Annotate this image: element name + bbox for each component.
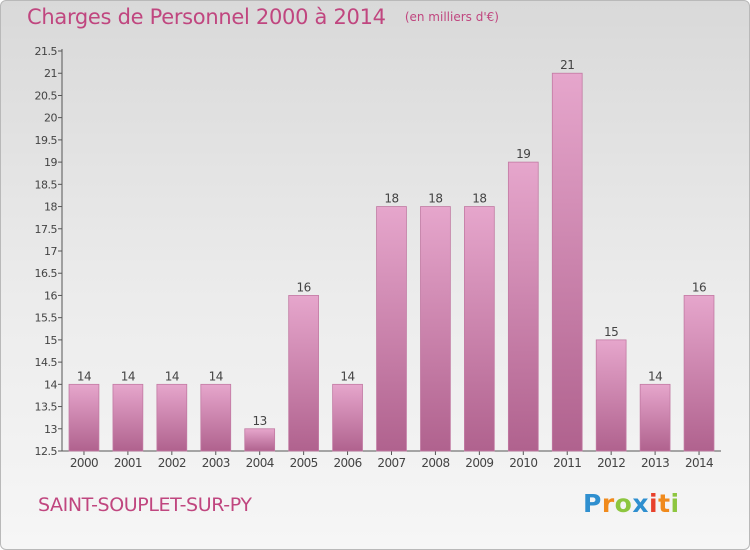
- proxiti-logo[interactable]: Proxiti: [583, 489, 680, 518]
- town-name: SAINT-SOUPLET-SUR-PY: [38, 494, 252, 516]
- x-tick-label: 2007: [377, 456, 405, 470]
- data-label: 16: [296, 280, 310, 294]
- data-label: 19: [516, 147, 530, 161]
- data-label: 14: [648, 369, 662, 383]
- x-tick-label: 2000: [70, 456, 98, 470]
- data-label: 21: [560, 58, 574, 72]
- y-tick-label: 18: [44, 201, 57, 214]
- bar-2008: [420, 206, 451, 452]
- bar-2014: [683, 295, 715, 452]
- data-label: 18: [384, 192, 398, 206]
- x-tick-label: 2012: [597, 456, 625, 470]
- bar-2006: [332, 383, 363, 452]
- x-tick-label: 2011: [553, 456, 581, 470]
- x-axis: 2000 2001 2002 2003 2004 2005 2006 2007 2008 2009…: [62, 450, 721, 470]
- data-label: 18: [472, 192, 486, 206]
- y-tick-label: 17: [44, 245, 57, 258]
- data-label: 16: [692, 280, 706, 294]
- x-tick-label: 2004: [246, 456, 274, 470]
- x-tick-label: 2013: [641, 456, 669, 470]
- bar-2005: [288, 295, 319, 452]
- bar-2012: [595, 339, 627, 452]
- y-tick-label: 21.5: [35, 45, 58, 58]
- data-label: 14: [165, 369, 179, 383]
- x-tick-label: 2009: [465, 456, 493, 470]
- x-tick-label: 2001: [114, 456, 142, 470]
- bar-2007: [376, 206, 407, 452]
- data-label: 14: [77, 369, 91, 383]
- bar-2010: [507, 161, 539, 452]
- y-tick-label: 16.5: [35, 267, 58, 280]
- y-tick-label: 14: [44, 378, 57, 391]
- bar-2013: [639, 383, 671, 452]
- y-tick-label: 13.5: [35, 401, 58, 414]
- logo-letter: i: [670, 489, 680, 518]
- y-tick-label: 20.5: [35, 89, 58, 102]
- y-axis: 12.5 13 13.5 14 14.5 15 15.5 16 16.5 17 17.5 18 18.5…: [35, 45, 63, 458]
- y-tick-label: 12.5: [35, 445, 58, 458]
- data-label: 14: [209, 369, 223, 383]
- x-tick-label: 2010: [509, 456, 537, 470]
- chart-subtitle: (en milliers d'€): [404, 10, 499, 24]
- y-tick-label: 19.5: [35, 134, 58, 147]
- x-tick-label: 2006: [333, 456, 361, 470]
- chart-title: Charges de Personnel 2000 à 2014: [27, 5, 386, 29]
- bar-2000: [68, 383, 100, 452]
- title-row: Charges de Personnel 2000 à 2014 (en mil…: [27, 5, 499, 29]
- bar-2003: [200, 383, 232, 452]
- logo-letter: t: [658, 489, 671, 518]
- data-label: 14: [340, 369, 354, 383]
- x-tick-label: 2002: [158, 456, 186, 470]
- logo-letter: i: [649, 489, 659, 518]
- bar-2002: [156, 383, 188, 452]
- logo-letter: o: [614, 489, 633, 518]
- y-tick-label: 14.5: [35, 356, 58, 369]
- y-tick-label: 13: [44, 423, 57, 436]
- bars-group: 14 14 14 14 13 16 14 18 18 18 19 21 15 14 16: [68, 58, 715, 452]
- data-label: 18: [428, 192, 442, 206]
- logo-letter: P: [583, 489, 602, 518]
- y-tick-label: 21: [44, 67, 57, 80]
- bar-2004: [244, 428, 276, 452]
- logo-letter: r: [601, 489, 615, 518]
- y-tick-label: 18.5: [35, 178, 58, 191]
- y-tick-label: 15: [44, 334, 57, 347]
- y-tick-label: 19: [44, 156, 57, 169]
- logo-letter: x: [632, 489, 649, 518]
- x-tick-label: 2014: [685, 456, 713, 470]
- x-tick-label: 2005: [290, 456, 318, 470]
- y-tick-label: 17.5: [35, 223, 58, 236]
- data-label: 15: [604, 325, 618, 339]
- y-tick-label: 16: [44, 289, 57, 302]
- bar-2001: [112, 383, 144, 452]
- y-tick-label: 15.5: [35, 312, 58, 325]
- data-label: 14: [121, 369, 135, 383]
- x-tick-label: 2008: [421, 456, 449, 470]
- bar-2009: [464, 206, 495, 452]
- x-tick-label: 2003: [202, 456, 230, 470]
- data-label: 13: [253, 414, 267, 428]
- y-tick-label: 20: [44, 112, 57, 125]
- bar-2011: [551, 72, 583, 452]
